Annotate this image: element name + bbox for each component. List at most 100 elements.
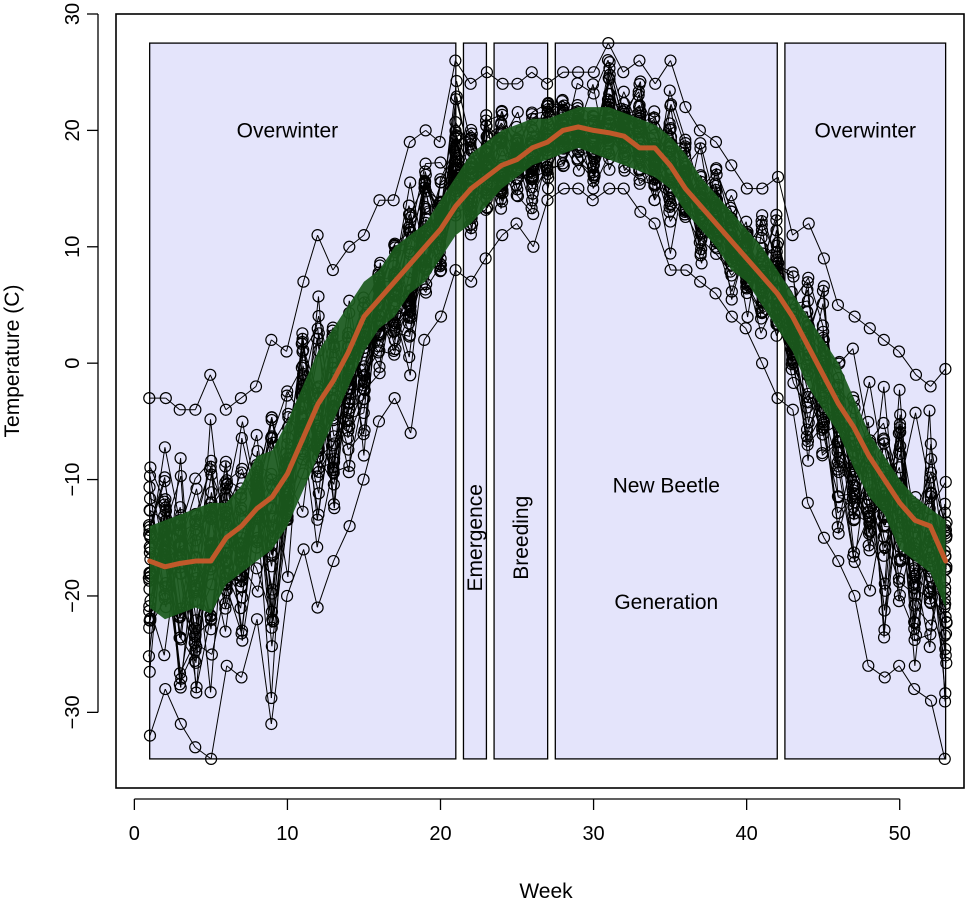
- observation-point: [296, 505, 309, 518]
- observation-point: [831, 298, 845, 312]
- observation-point: [908, 659, 921, 672]
- observation-point: [449, 54, 462, 67]
- observation-link: [194, 746, 212, 760]
- observation-link: [240, 619, 258, 678]
- observation-point: [418, 333, 431, 346]
- observation-point: [250, 428, 263, 442]
- observation-point: [449, 263, 462, 277]
- observation-link: [823, 258, 839, 306]
- observation-point: [633, 54, 646, 67]
- observation-point: [434, 310, 448, 323]
- observation-link: [440, 269, 457, 317]
- region-label: Generation: [614, 591, 718, 614]
- observation-link: [623, 166, 640, 181]
- observation-link: [379, 350, 395, 356]
- observation-link: [349, 369, 365, 385]
- observation-point: [632, 85, 645, 98]
- observation-point: [372, 415, 386, 428]
- x-tick-label: 50: [889, 823, 911, 845]
- observation-point: [525, 66, 538, 79]
- observation-link: [149, 480, 166, 531]
- observation-point: [663, 117, 676, 130]
- observation-link: [623, 188, 641, 213]
- observation-link: [853, 595, 869, 666]
- observation-link: [256, 568, 274, 621]
- observation-point: [939, 642, 952, 656]
- observation-link: [454, 60, 472, 85]
- observation-link: [302, 234, 319, 282]
- observation-point: [679, 101, 692, 114]
- observation-link: [439, 60, 456, 143]
- observation-point: [939, 475, 952, 489]
- observation-link: [654, 60, 671, 85]
- observation-link: [929, 598, 947, 664]
- observation-link: [684, 106, 701, 131]
- observation-point: [220, 659, 233, 672]
- observation-link: [547, 111, 564, 113]
- x-axis-title: Week: [519, 880, 573, 902]
- observation-link: [838, 471, 854, 557]
- observation-point: [587, 182, 600, 195]
- observation-point: [831, 506, 844, 520]
- observation-link: [654, 223, 672, 271]
- observation-link: [226, 665, 242, 678]
- observation-point: [527, 207, 540, 221]
- observation-link: [317, 234, 334, 271]
- observation-link: [868, 665, 886, 678]
- observation-link: [485, 234, 503, 259]
- observation-point: [817, 531, 831, 544]
- observation-link: [715, 141, 732, 166]
- y-tick-label: 20: [62, 119, 84, 141]
- observation-link: [409, 163, 427, 233]
- observation-point: [924, 380, 937, 393]
- observation-point: [357, 229, 371, 242]
- observation-link: [914, 633, 931, 641]
- observation-link: [792, 409, 809, 503]
- observation-link: [730, 165, 748, 189]
- observation-point: [831, 463, 844, 476]
- observation-point: [419, 283, 432, 296]
- observation-point: [159, 391, 172, 405]
- observation-point: [892, 595, 906, 608]
- observation-link: [777, 397, 794, 411]
- observation-point: [771, 170, 785, 184]
- observation-point: [280, 389, 294, 402]
- observation-point: [586, 78, 600, 91]
- observation-link: [349, 479, 364, 527]
- observation-point: [863, 375, 876, 389]
- observation-link: [821, 429, 839, 498]
- observation-point: [893, 659, 906, 672]
- observation-point: [832, 554, 845, 568]
- observation-point: [174, 717, 187, 731]
- observation-point: [235, 671, 248, 684]
- observation-link: [363, 200, 380, 236]
- observation-link: [517, 177, 532, 179]
- observation-point: [557, 159, 570, 173]
- observation-point: [496, 229, 509, 242]
- observation-point: [832, 527, 845, 540]
- observation-link: [271, 519, 289, 647]
- observation-link: [409, 129, 426, 143]
- observation-link: [210, 665, 228, 759]
- observation-point: [219, 455, 233, 468]
- observation-point: [816, 319, 829, 332]
- observation-link: [654, 177, 671, 254]
- observation-point: [831, 521, 844, 534]
- y-tick-label: 0: [62, 358, 84, 369]
- observation-link: [792, 358, 809, 445]
- observation-point: [694, 275, 707, 288]
- observation-point: [174, 501, 187, 514]
- observation-point: [357, 406, 370, 420]
- observation-link: [822, 424, 839, 514]
- observation-link: [225, 584, 243, 634]
- observation-point: [801, 454, 815, 467]
- y-tick-label: 30: [62, 3, 84, 25]
- observation-point: [924, 471, 937, 484]
- observation-point: [771, 391, 784, 405]
- observation-point: [403, 135, 416, 149]
- observation-point: [740, 215, 753, 228]
- observation-point: [311, 322, 324, 335]
- observation-link: [148, 606, 165, 656]
- observation-point: [327, 554, 340, 568]
